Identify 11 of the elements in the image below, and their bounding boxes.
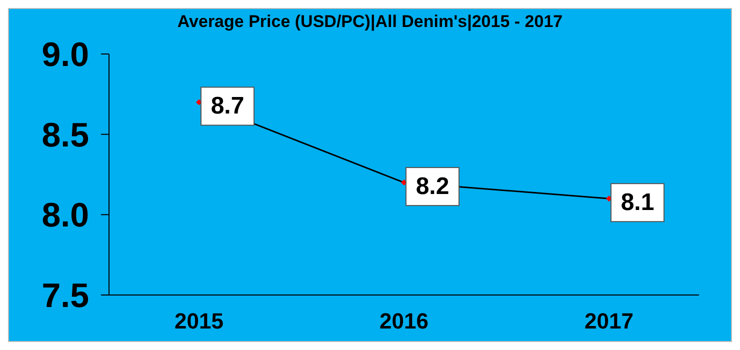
chart-title: Average Price (USD/PC)|All Denim's|2015 - 2017 bbox=[176, 11, 564, 33]
data-label: 8.1 bbox=[620, 189, 654, 216]
y-tick-label: 7.5 bbox=[42, 277, 89, 316]
data-label: 8.2 bbox=[416, 173, 450, 200]
x-tick-label: 2017 bbox=[584, 308, 634, 334]
x-tick-label: 2016 bbox=[380, 308, 428, 334]
y-tick-label: 9.0 bbox=[42, 36, 89, 74]
y-tick-label: 8.0 bbox=[42, 196, 89, 235]
x-tick-label: 2015 bbox=[174, 308, 224, 334]
data-label: 8.7 bbox=[210, 92, 244, 120]
y-tick-label: 8.5 bbox=[42, 116, 89, 154]
